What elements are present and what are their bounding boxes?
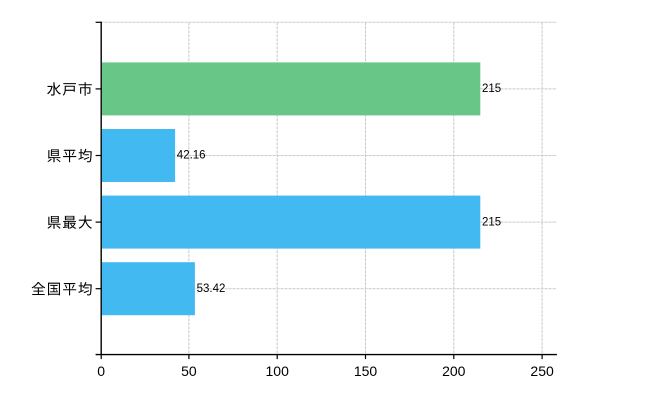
svg-text:215: 215 bbox=[482, 216, 501, 228]
svg-text:250: 250 bbox=[530, 363, 554, 379]
svg-text:53.42: 53.42 bbox=[197, 283, 226, 295]
svg-text:0: 0 bbox=[97, 363, 105, 379]
svg-text:42.16: 42.16 bbox=[177, 150, 206, 162]
svg-text:200: 200 bbox=[442, 363, 466, 379]
svg-text:50: 50 bbox=[181, 363, 197, 379]
svg-text:100: 100 bbox=[266, 363, 290, 379]
svg-text:215: 215 bbox=[482, 83, 501, 95]
svg-text:150: 150 bbox=[354, 363, 378, 379]
